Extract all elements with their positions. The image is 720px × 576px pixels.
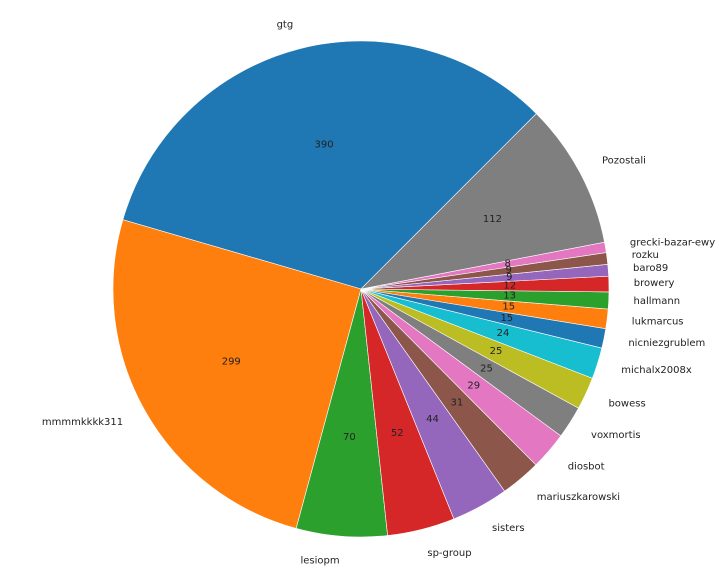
pie-category-label-mmmmkkkk311: mmmmkkkk311 (42, 417, 123, 428)
pie-value-label-sisters: 44 (426, 414, 439, 425)
pie-value-label-mmmmkkkk311: 299 (222, 356, 241, 367)
pie-category-label-lukmarcus: lukmarcus (632, 316, 684, 327)
pie-value-label-grecki-bazar-ewy: 8 (505, 259, 511, 270)
pie-category-label-diosbot: diosbot (568, 462, 605, 473)
pie-value-label-rozku: 9 (505, 265, 511, 276)
pie-category-label-gtg: gtg (277, 19, 294, 30)
pie-category-label-pozostali: Pozostali (602, 156, 646, 167)
pie-category-label-michalx2008x: michalx2008x (621, 365, 692, 376)
pie-category-label-browery: browery (634, 278, 675, 289)
pie-value-label-nicniezgrublem: 15 (500, 313, 513, 324)
pie-value-label-lukmarcus: 15 (502, 301, 515, 312)
pie-category-label-grecki-bazar-ewy: grecki-bazar-ewy (630, 238, 715, 249)
pie-value-label-bowess: 25 (490, 346, 503, 357)
pie-value-label-baro89: 9 (506, 272, 512, 283)
pie-category-label-lesiopm: lesiopm (300, 555, 339, 566)
pie-slice-gtg (122, 40, 537, 290)
pie-category-label-hallmann: hallmann (634, 296, 681, 307)
pie-category-label-mariuszkarowski: mariuszkarowski (537, 492, 620, 503)
pie-category-label-rozku: rozku (632, 250, 659, 261)
pie-value-label-mariuszkarowski: 31 (451, 397, 464, 408)
pie-category-label-voxmortis: voxmortis (591, 430, 641, 441)
pie-category-label-sisters: sisters (492, 523, 525, 534)
pie-value-label-sp-group: 52 (391, 428, 404, 439)
pie-category-labels: gtg mmmmkkkk311 lesiopm sp-group sisters mari… (42, 19, 715, 566)
pie-value-label-diosbot: 29 (467, 381, 480, 392)
pie-slice-mmmmkkkk311 (112, 219, 362, 529)
pie-value-label-lesiopm: 70 (343, 432, 356, 443)
pie-value-label-gtg: 390 (314, 139, 333, 150)
pie-value-label-michalx2008x: 24 (497, 328, 510, 339)
pie-value-label-browery: 12 (503, 281, 516, 292)
pie-category-label-bowess: bowess (608, 398, 645, 409)
pie-category-label-sp-group: sp-group (427, 548, 471, 559)
pie-category-label-baro89: baro89 (633, 263, 668, 274)
pie-slices (112, 40, 610, 538)
pie-value-label-pozostali: 112 (483, 214, 502, 225)
pie-slice-pozostali (360, 113, 605, 290)
pie-value-label-voxmortis: 25 (480, 363, 493, 374)
pie-value-label-hallmann: 13 (503, 290, 516, 301)
pie-category-label-nicniezgrublem: nicniezgrublem (628, 338, 705, 349)
